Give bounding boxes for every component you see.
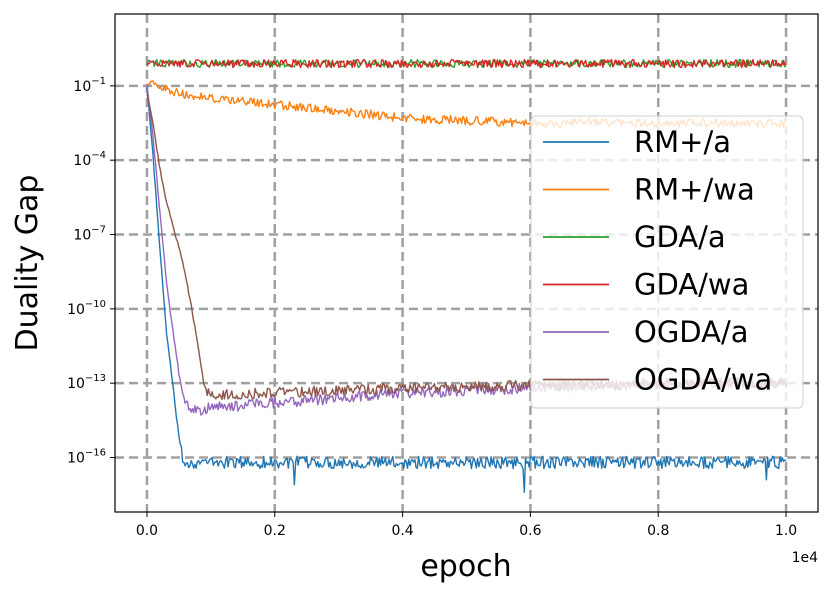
legend-label: GDA/wa: [634, 268, 749, 302]
y-tick-label: 10−7: [73, 225, 106, 244]
y-axis-title: Duality Gap: [10, 175, 45, 352]
y-tick-label: 10−16: [67, 447, 106, 466]
axis-ticks: 0.0 0.2 0.4 0.6 0.8 1.0 10−1 10−4 10−7 10−10 10−13…: [67, 76, 797, 539]
x-tick-label: 0.6: [519, 523, 541, 539]
series-line: [146, 58, 787, 69]
x-tick-label: 0.0: [136, 523, 158, 539]
x-offset-label: 1e4: [792, 550, 819, 566]
legend-label: OGDA/a: [634, 315, 749, 349]
series-line: [146, 87, 787, 493]
y-tick-label: 10−10: [67, 299, 106, 318]
x-tick-label: 0.4: [391, 523, 413, 539]
y-tick-label: 10−1: [73, 76, 106, 95]
legend: RM+/a RM+/wa GDA/a GDA/wa OGDA/a OGDA/wa: [530, 115, 804, 409]
y-tick-label: 10−4: [73, 150, 106, 169]
x-tick-label: 0.2: [264, 523, 286, 539]
legend-label: RM+/a: [634, 125, 731, 159]
x-tick-label: 1.0: [775, 523, 797, 539]
x-tick-label: 0.8: [647, 523, 669, 539]
x-axis-title: epoch: [420, 549, 511, 584]
y-tick-label: 10−13: [67, 373, 106, 392]
legend-label: RM+/wa: [634, 173, 755, 207]
legend-label: OGDA/wa: [634, 363, 772, 397]
plot-frame: [114, 13, 819, 513]
grid-lines: [115, 14, 818, 512]
legend-label: GDA/a: [634, 220, 726, 254]
